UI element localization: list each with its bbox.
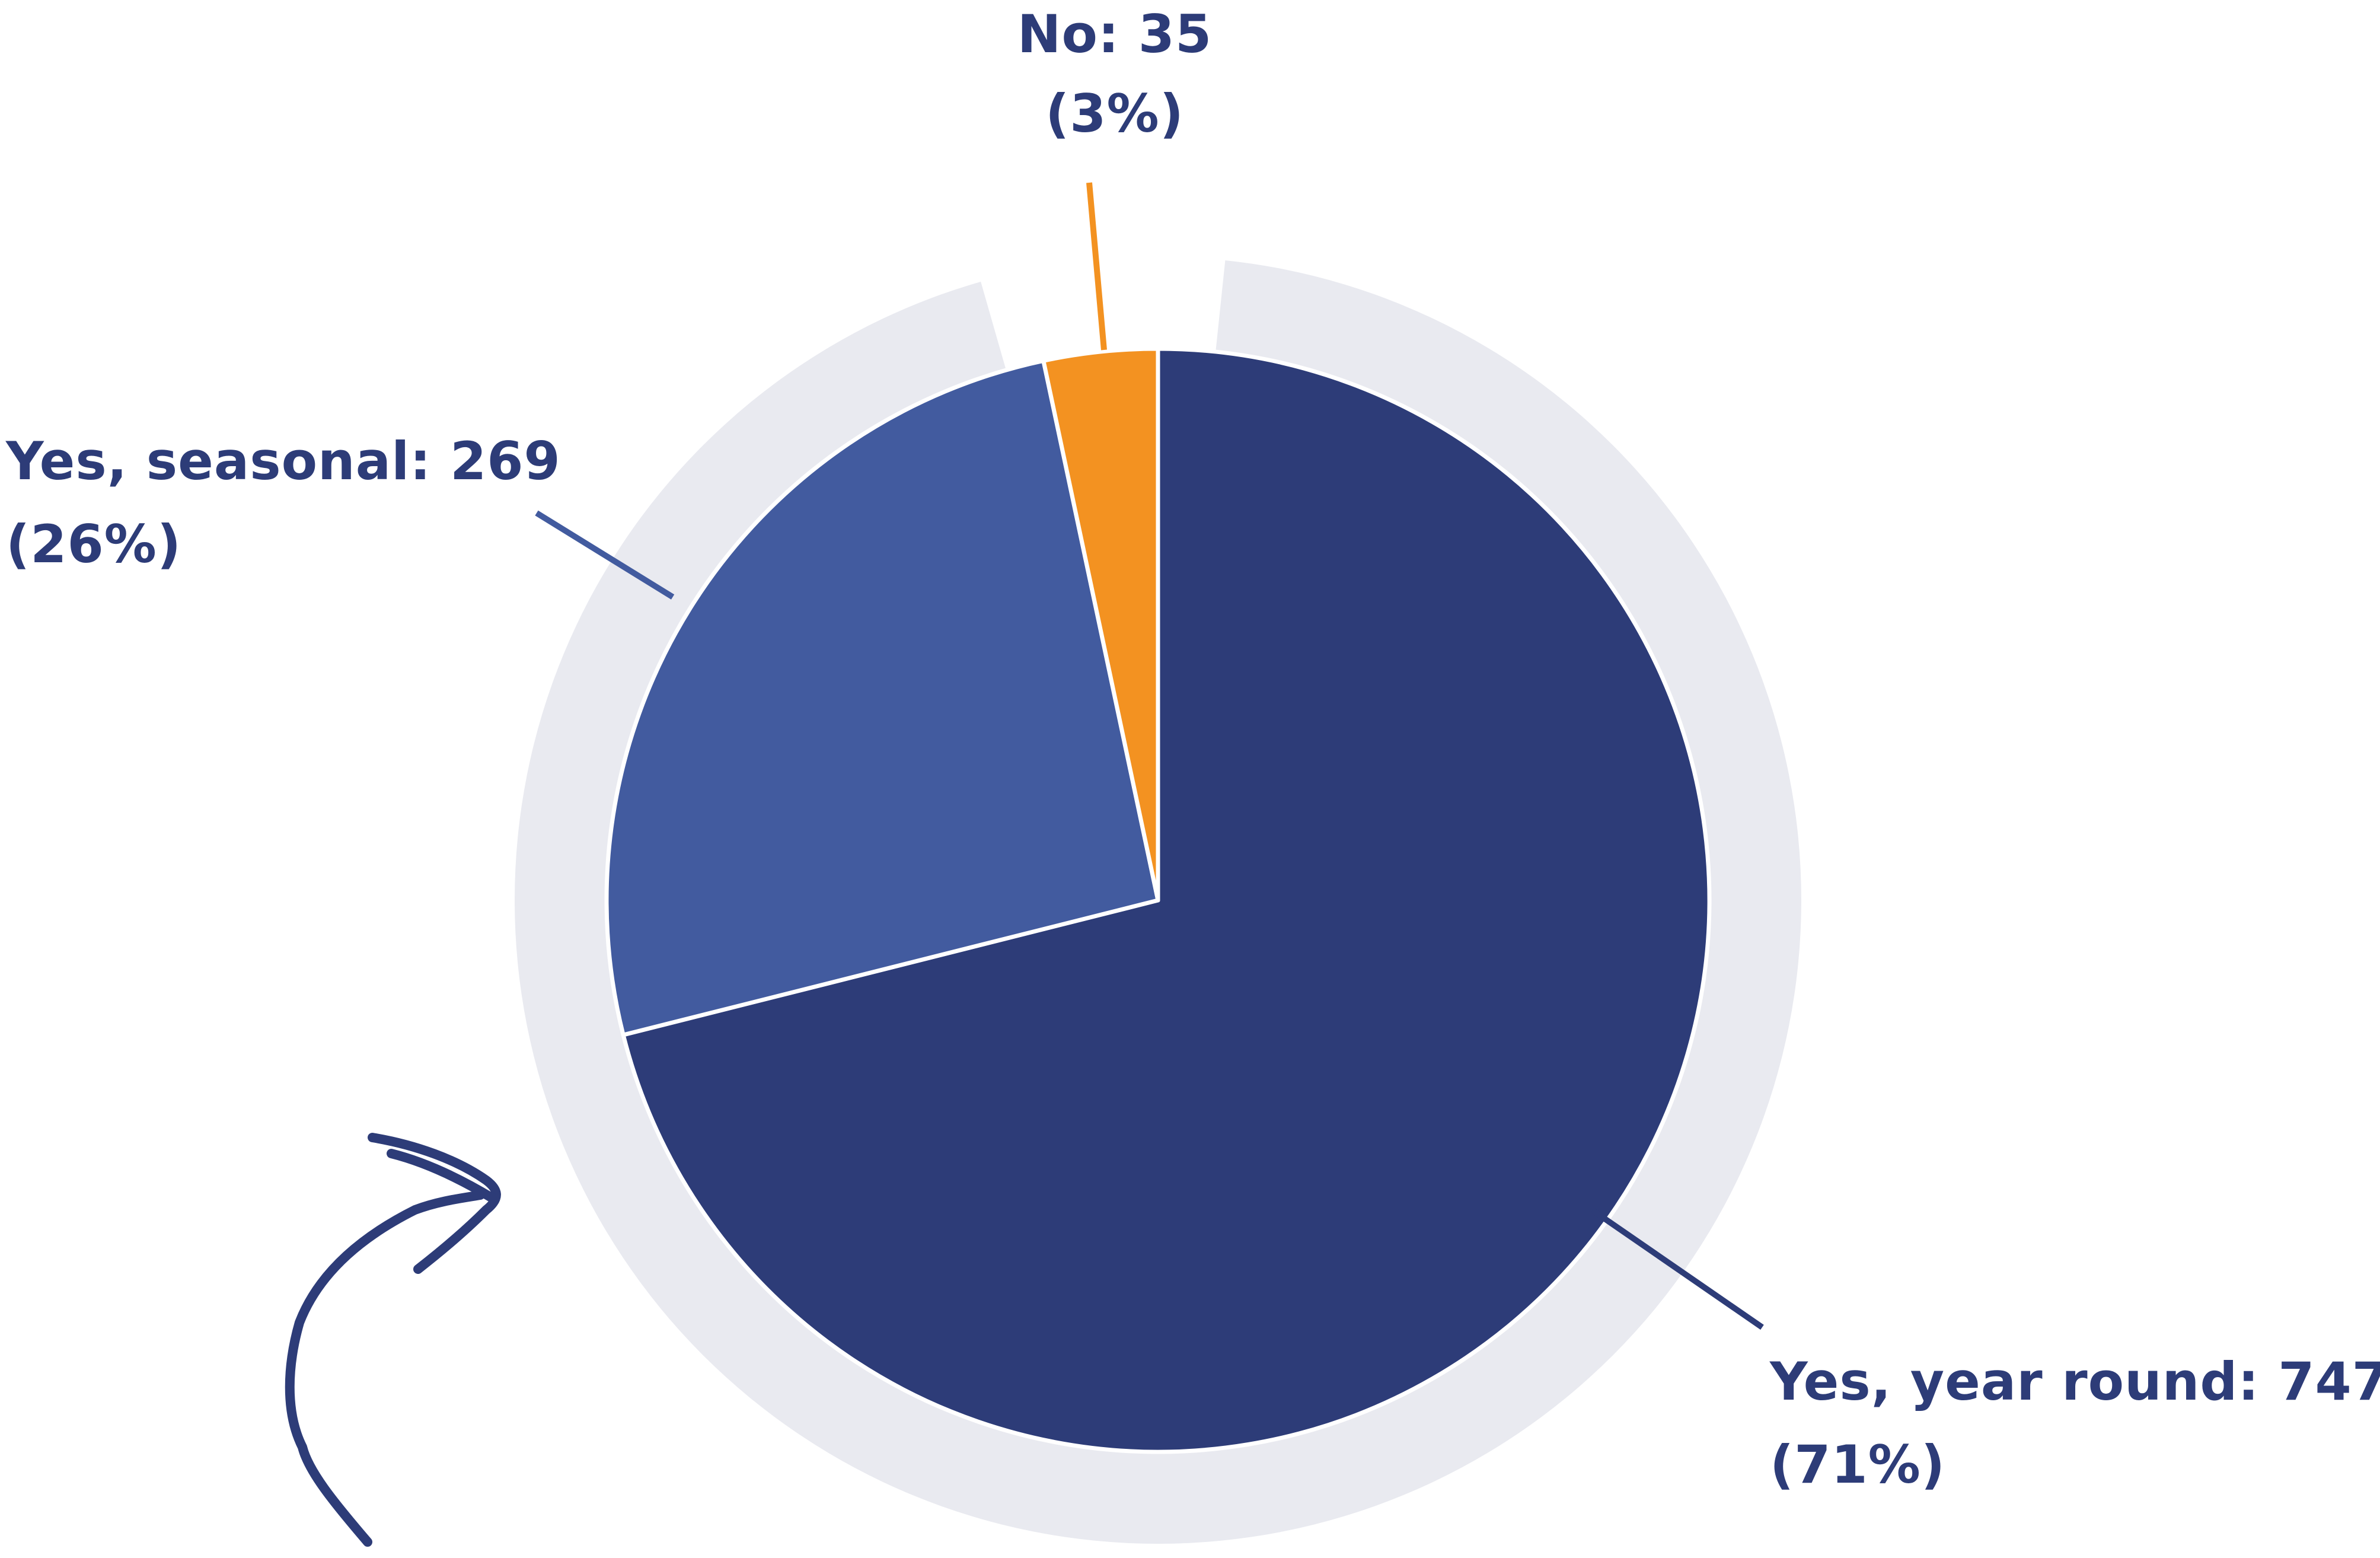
leader-line-yes-year-round bbox=[1590, 1207, 1764, 1330]
leader-lines bbox=[535, 182, 1764, 1330]
leader-line-no bbox=[1086, 182, 1107, 351]
pie-slice-yes-year-round bbox=[621, 346, 1712, 1454]
pie-slices bbox=[604, 346, 1712, 1454]
slice-percent-year-round: (71%) bbox=[1770, 1434, 1945, 1495]
label-group-year-round: Yes, year round: 747 (71%) bbox=[1769, 1351, 2380, 1495]
slice-label-no: No: 35 bbox=[1017, 4, 1212, 65]
slice-percent-no: (3%) bbox=[1045, 83, 1184, 144]
hand-drawn-curved-arrow-icon bbox=[285, 1133, 501, 1547]
pie-slice-no bbox=[1041, 346, 1160, 903]
pie-slice-yes-seasonal bbox=[604, 358, 1160, 1037]
slice-label-seasonal: Yes, seasonal: 269 bbox=[5, 431, 561, 492]
label-group-no: No: 35 (3%) bbox=[1017, 4, 1212, 144]
slice-percent-seasonal: (26%) bbox=[6, 514, 181, 575]
slice-label-year-round: Yes, year round: 747 bbox=[1769, 1351, 2380, 1412]
label-group-seasonal: Yes, seasonal: 269 (26%) bbox=[5, 431, 561, 575]
leader-line-yes-seasonal bbox=[535, 510, 675, 600]
